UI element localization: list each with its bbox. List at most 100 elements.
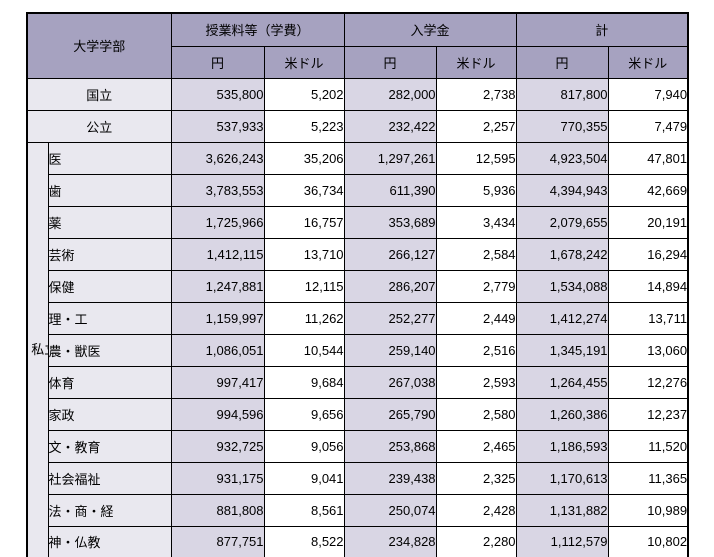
table-row-private-dentistry: 歯 3,783,553 36,734 611,390 5,936 4,394,9…	[27, 173, 689, 207]
private-group-label: 私立	[31, 341, 47, 357]
usd-value-cell: 2,516	[435, 333, 517, 367]
table-row-private-science-engineering: 理・工 1,159,997 11,262 252,277 2,449 1,412…	[27, 301, 689, 335]
yen-value-cell: 877,751	[170, 525, 265, 557]
yen-value-cell: 535,800	[170, 77, 265, 111]
tuition-fee-table: 大学学部 授業料等（学費） 入学金 計 円 米ドル 円 米ドル 円 米ドル 国立…	[26, 12, 690, 557]
table-row-private-health: 保健 1,247,881 12,115 286,207 2,779 1,534,…	[27, 269, 689, 303]
table-row-private-letters-education: 文・教育 932,725 9,056 253,868 2,465 1,186,5…	[27, 429, 689, 463]
group-header-tuition: 授業料等（学費）	[170, 12, 345, 47]
usd-value-cell: 14,894	[607, 269, 689, 303]
usd-value-cell: 5,936	[435, 173, 517, 207]
usd-value-cell: 2,593	[435, 365, 517, 399]
table-row-private-law-commerce-economics: 法・商・経 881,808 8,561 250,074 2,428 1,131,…	[27, 493, 689, 527]
usd-value-cell: 5,223	[263, 109, 345, 143]
header-row-groups: 大学学部 授業料等（学費） 入学金 計	[26, 12, 689, 79]
usd-value-cell: 2,428	[435, 493, 517, 527]
usd-value-cell: 2,465	[435, 429, 517, 463]
usd-value-cell: 9,684	[263, 365, 345, 399]
yen-value-cell: 282,000	[343, 77, 437, 111]
row-label-cell: 薬	[47, 205, 172, 239]
private-group-cell: 私立	[26, 141, 49, 557]
yen-value-cell: 1,247,881	[170, 269, 265, 303]
yen-value-cell: 611,390	[343, 173, 437, 207]
yen-value-cell: 252,277	[343, 301, 437, 335]
yen-value-cell: 4,923,504	[515, 141, 609, 175]
yen-value-cell: 537,933	[170, 109, 265, 143]
header-row-currencies: 円 米ドル 円 米ドル 円 米ドル	[27, 45, 689, 79]
usd-value-cell: 2,584	[435, 237, 517, 271]
usd-value-cell: 13,710	[263, 237, 345, 271]
usd-value-cell: 7,479	[607, 109, 689, 143]
usd-header: 米ドル	[435, 45, 517, 79]
table-row-private-theology-buddhism: 神・仏教 877,751 8,522 234,828 2,280 1,112,5…	[27, 525, 689, 557]
yen-header: 円	[515, 45, 609, 79]
usd-value-cell: 2,449	[435, 301, 517, 335]
row-label-cell: 法・商・経	[47, 493, 172, 527]
row-label-cell: 体育	[47, 365, 172, 399]
usd-value-cell: 11,262	[263, 301, 345, 335]
yen-value-cell: 994,596	[170, 397, 265, 431]
usd-value-cell: 16,294	[607, 237, 689, 271]
group-header-admission: 入学金	[343, 12, 517, 47]
table-row-national: 国立 535,800 5,202 282,000 2,738 817,800 7…	[26, 77, 689, 111]
table-row-private-physical-education: 体育 997,417 9,684 267,038 2,593 1,264,455…	[27, 365, 689, 399]
yen-header: 円	[170, 45, 265, 79]
table-row-public: 公立 537,933 5,223 232,422 2,257 770,355 7…	[26, 109, 689, 143]
yen-value-cell: 267,038	[343, 365, 437, 399]
yen-value-cell: 997,417	[170, 365, 265, 399]
row-label-cell: 農・獣医	[47, 333, 172, 367]
row-label-cell: 家政	[47, 397, 172, 431]
yen-value-cell: 353,689	[343, 205, 437, 239]
yen-value-cell: 286,207	[343, 269, 437, 303]
yen-value-cell: 265,790	[343, 397, 437, 431]
usd-value-cell: 8,522	[263, 525, 345, 557]
row-label-cell: 理・工	[47, 301, 172, 335]
usd-value-cell: 47,801	[607, 141, 689, 175]
row-label-cell: 神・仏教	[47, 525, 172, 557]
usd-value-cell: 12,237	[607, 397, 689, 431]
usd-value-cell: 13,060	[607, 333, 689, 367]
row-label-cell: 保健	[47, 269, 172, 303]
row-label-cell: 医	[47, 141, 172, 175]
usd-value-cell: 2,738	[435, 77, 517, 111]
table-row-private-home-economics: 家政 994,596 9,656 265,790 2,580 1,260,386…	[27, 397, 689, 431]
table-row-private-arts: 芸術 1,412,115 13,710 266,127 2,584 1,678,…	[27, 237, 689, 271]
usd-value-cell: 10,544	[263, 333, 345, 367]
yen-value-cell: 1,159,997	[170, 301, 265, 335]
yen-value-cell: 1,412,274	[515, 301, 609, 335]
row-label-cell: 芸術	[47, 237, 172, 271]
table-row-private-agriculture-veterinary: 農・獣医 1,086,051 10,544 259,140 2,516 1,34…	[27, 333, 689, 367]
yen-value-cell: 881,808	[170, 493, 265, 527]
usd-value-cell: 2,280	[435, 525, 517, 557]
yen-value-cell: 1,297,261	[343, 141, 437, 175]
yen-value-cell: 1,678,242	[515, 237, 609, 271]
yen-value-cell: 1,186,593	[515, 429, 609, 463]
usd-value-cell: 11,365	[607, 461, 689, 495]
row-label-cell: 文・教育	[47, 429, 172, 463]
usd-value-cell: 2,779	[435, 269, 517, 303]
yen-value-cell: 1,725,966	[170, 205, 265, 239]
usd-value-cell: 36,734	[263, 173, 345, 207]
usd-value-cell: 11,520	[607, 429, 689, 463]
table-row-private-medicine: 私立 医 3,626,243 35,206 1,297,261 12,595 4…	[26, 141, 689, 557]
usd-value-cell: 13,711	[607, 301, 689, 335]
yen-value-cell: 1,345,191	[515, 333, 609, 367]
corner-header-cell: 大学学部	[26, 12, 172, 79]
row-label-cell: 社会福祉	[47, 461, 172, 495]
usd-value-cell: 2,325	[435, 461, 517, 495]
yen-value-cell: 2,079,655	[515, 205, 609, 239]
yen-value-cell: 1,260,386	[515, 397, 609, 431]
yen-value-cell: 1,412,115	[170, 237, 265, 271]
usd-value-cell: 12,115	[263, 269, 345, 303]
usd-value-cell: 9,041	[263, 461, 345, 495]
usd-value-cell: 2,580	[435, 397, 517, 431]
usd-value-cell: 2,257	[435, 109, 517, 143]
yen-value-cell: 1,170,613	[515, 461, 609, 495]
table-row-private-pharmacy: 薬 1,725,966 16,757 353,689 3,434 2,079,6…	[27, 205, 689, 239]
row-label-cell: 公立	[26, 109, 172, 143]
row-label-cell: 国立	[26, 77, 172, 111]
yen-value-cell: 234,828	[343, 525, 437, 557]
group-header-total: 計	[515, 12, 689, 47]
row-label-cell: 歯	[47, 173, 172, 207]
yen-value-cell: 232,422	[343, 109, 437, 143]
